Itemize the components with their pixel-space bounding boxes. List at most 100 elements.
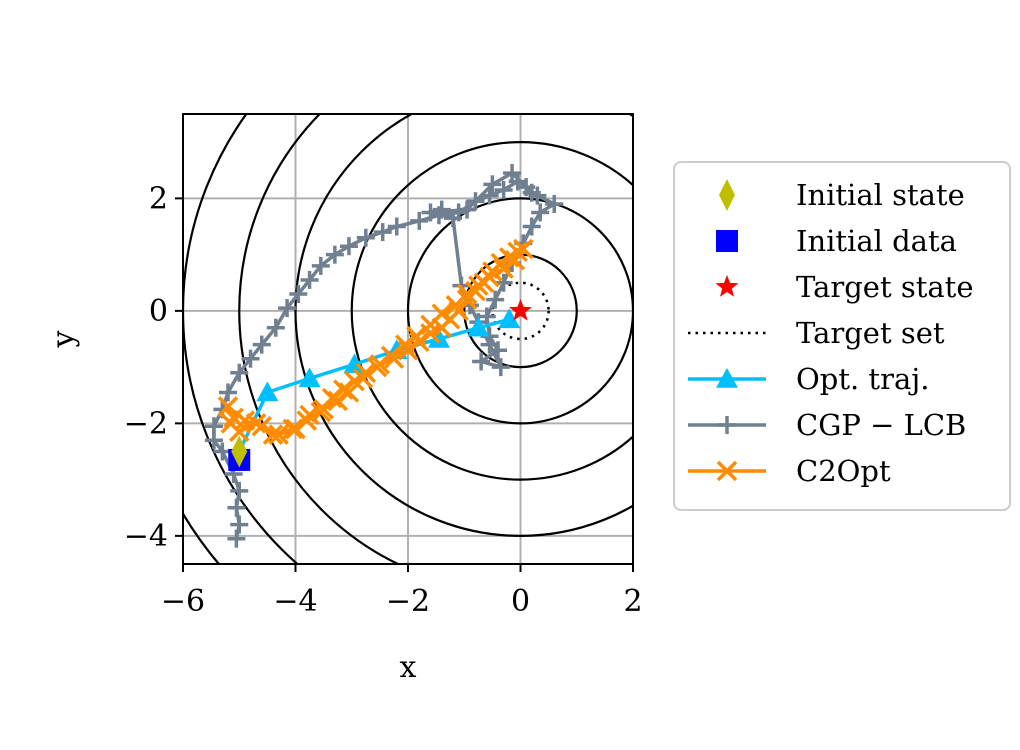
data-point — [338, 382, 360, 403]
legend-marker — [716, 368, 738, 388]
legend-marker — [716, 460, 738, 482]
data-point — [380, 345, 402, 367]
contour-line — [406, 197, 633, 425]
data-point — [321, 387, 343, 409]
target-set-circle — [491, 281, 550, 341]
data-point — [531, 203, 550, 222]
data-point-b — [282, 418, 303, 440]
data-point-b — [268, 424, 289, 445]
data-point — [472, 352, 491, 371]
data-point-b — [262, 424, 284, 445]
series-c2opt — [217, 238, 534, 445]
data-point — [356, 228, 375, 247]
data-point — [445, 295, 467, 316]
data-point — [278, 299, 297, 318]
data-point — [406, 325, 427, 347]
data-point — [480, 186, 499, 205]
data-point — [466, 192, 485, 211]
x-axis-label: x — [400, 650, 417, 685]
y-axis-label: y — [46, 330, 81, 348]
data-point — [282, 418, 303, 440]
data-point — [504, 250, 526, 271]
legend-item: C2Opt — [688, 454, 891, 488]
data-point — [296, 410, 317, 431]
data-point-b — [313, 399, 334, 420]
data-point — [448, 300, 469, 322]
x-tick-label: −2 — [386, 584, 430, 619]
data-point — [366, 356, 388, 378]
legend-item: Opt. traj. — [688, 362, 929, 396]
data-point — [494, 180, 513, 199]
data-point-b — [217, 396, 239, 417]
data-point — [479, 266, 500, 288]
marker-layer — [228, 298, 532, 471]
legend-label: Initial state — [796, 178, 965, 212]
data-point — [483, 175, 502, 194]
data-point — [230, 363, 249, 382]
data-point-b — [513, 238, 534, 260]
data-point-b — [245, 413, 267, 434]
data-point-b — [406, 325, 427, 347]
data-point-b — [397, 340, 419, 361]
data-point — [204, 417, 223, 436]
x-tick-label: −4 — [273, 584, 317, 619]
data-point-b — [327, 390, 348, 412]
data-point — [420, 314, 441, 336]
data-point — [355, 362, 377, 383]
data-point — [491, 358, 510, 377]
legend-label: C2Opt — [796, 454, 891, 488]
series-layer — [204, 164, 564, 548]
legend-label: Target set — [796, 316, 945, 350]
data-point — [410, 211, 429, 230]
contour-line — [350, 141, 633, 481]
data-point — [268, 424, 289, 445]
data-point — [458, 200, 477, 219]
data-point — [230, 515, 249, 534]
data-point — [227, 498, 246, 517]
x-tick-label: −6 — [161, 584, 205, 619]
data-point — [327, 390, 348, 412]
y-tick-label: −4 — [124, 519, 168, 554]
data-point — [252, 335, 271, 354]
data-point — [227, 529, 246, 548]
data-point-b — [251, 415, 272, 437]
y-tick-label: 0 — [149, 294, 168, 329]
data-point-b — [468, 275, 489, 296]
data-point-b — [409, 331, 430, 353]
legend-item: Target state — [715, 270, 973, 304]
data-point — [421, 203, 440, 222]
legend-label: Initial data — [796, 224, 957, 258]
data-point — [313, 399, 334, 420]
data-point-b — [420, 314, 441, 336]
data-point-b — [366, 356, 388, 378]
data-point — [220, 413, 242, 434]
legend-marker — [718, 416, 736, 434]
data-point-b — [333, 379, 354, 400]
data-point — [498, 308, 521, 329]
data-point — [432, 200, 451, 219]
data-point — [241, 349, 260, 368]
data-point — [522, 183, 541, 202]
data-point — [486, 290, 505, 309]
x-tick-label: 0 — [511, 584, 530, 619]
data-point — [256, 381, 279, 402]
data-point — [289, 285, 308, 303]
data-point — [262, 424, 284, 445]
data-point — [339, 237, 358, 256]
legend-label: Target state — [796, 270, 973, 304]
contour-line — [238, 114, 401, 564]
data-point-b — [296, 410, 317, 431]
data-point — [217, 396, 239, 417]
legend-item: CGP − LCB — [688, 408, 966, 442]
data-point — [513, 238, 534, 260]
data-point — [373, 223, 392, 242]
data-point — [325, 245, 344, 264]
data-point — [230, 481, 249, 500]
data-point-b — [220, 413, 242, 434]
y-tick-label: 2 — [149, 181, 168, 216]
data-point-b — [504, 250, 526, 271]
data-point — [387, 217, 406, 236]
data-point-b — [355, 362, 377, 383]
target-state-marker — [509, 298, 532, 321]
